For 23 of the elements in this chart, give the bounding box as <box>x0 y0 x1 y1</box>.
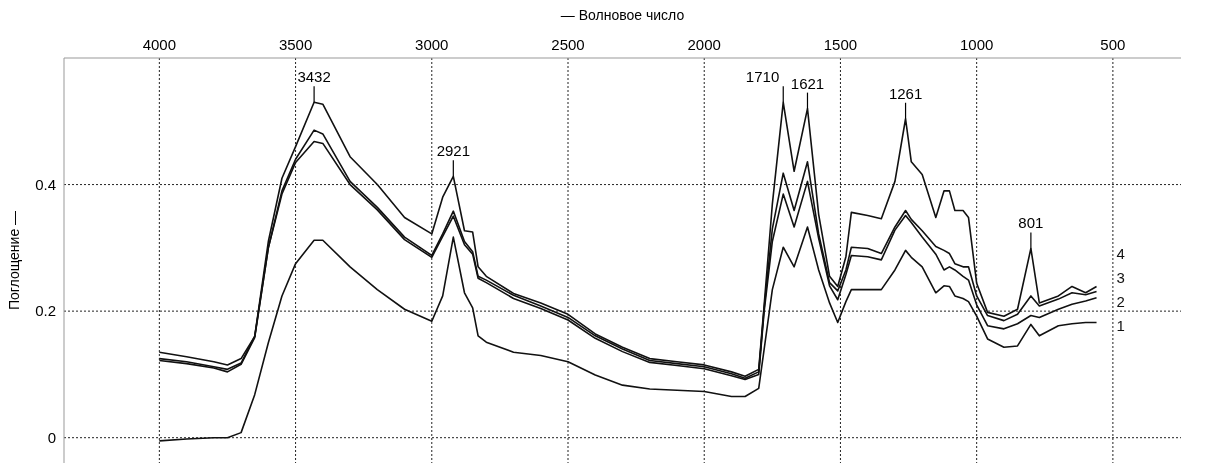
x-tick-label: 2000 <box>687 36 721 53</box>
x-tick-label: 3500 <box>278 36 313 53</box>
annotation: 1621 <box>790 74 825 92</box>
series-label: 3 <box>1116 268 1125 286</box>
annotation: 3432 <box>297 68 331 86</box>
annotation: 801 <box>1018 214 1044 232</box>
annotation: 1710 <box>745 68 780 86</box>
x-tick-label: 1000 <box>959 36 994 53</box>
annotation: 2921 <box>436 142 470 160</box>
x-tick-label: 3000 <box>415 36 449 53</box>
y-tick-label: 0.2 <box>35 302 56 320</box>
text: 4 <box>1116 244 1125 262</box>
series-label: 2 <box>1116 292 1125 310</box>
y-tick-label: 0.4 <box>35 175 56 193</box>
x-axis-title: — Волновое число <box>560 6 685 23</box>
x-tick-label: 1500 <box>823 36 858 53</box>
x-tick-label: 2500 <box>551 36 585 53</box>
y-tick-label: 0 <box>47 429 56 447</box>
annotation: 1261 <box>888 84 923 102</box>
series-label: 1 <box>1116 316 1125 334</box>
x-tick-label: 4000 <box>142 36 177 53</box>
y-axis-title: Поглощение — <box>5 210 22 311</box>
x-tick-label: 500 <box>1100 36 1126 53</box>
